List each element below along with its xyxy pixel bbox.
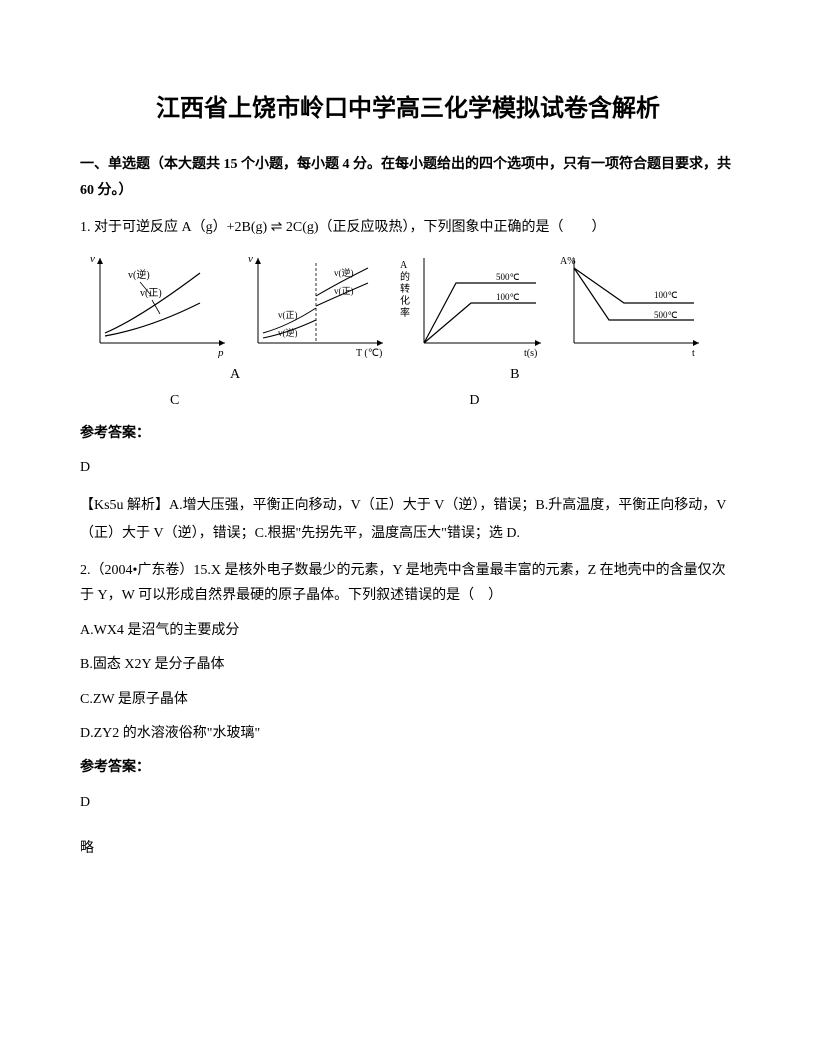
svg-text:v: v [248,253,253,265]
q1-analysis: 【Ks5u 解析】A.增大压强，平衡正向移动，V（正）大于 V（逆），错误；B.… [80,492,736,548]
svg-text:v(逆): v(逆) [334,267,354,278]
opt-d-label: D [469,390,479,412]
graph-d: A% t 100℃ 500℃ [554,248,706,358]
svg-text:500℃: 500℃ [654,310,678,320]
graph-b: v T (℃) v(逆) v(正) v(正) v(逆) [238,248,390,358]
svg-text:v: v [90,253,95,265]
svg-text:A%: A% [560,256,576,267]
svg-text:v(逆): v(逆) [128,268,150,281]
q2-answer-label: 参考答案： [80,757,736,779]
q2-opt-c: C.ZW 是原子晶体 [80,689,736,711]
q1-text: 1. 对于可逆反应 A（g）+2B(g) ⇌ 2C(g)（正反应吸热），下列图象… [80,215,736,240]
svg-text:v(正): v(正) [140,288,162,299]
q2-text: 2.（2004•广东卷）15.X 是核外电子数最少的元素，Y 是地壳中含量最丰富… [80,558,736,608]
opt-b-label: B [510,364,519,386]
q2-opt-d: D.ZY2 的水溶液俗称"水玻璃" [80,723,736,745]
q2-opt-a: A.WX4 是沼气的主要成分 [80,620,736,642]
svg-text:t(s): t(s) [524,348,537,358]
svg-text:化: 化 [400,294,410,307]
q1-options-row1: A B [80,364,736,386]
svg-text:v(正): v(正) [334,286,354,296]
q1-answer-label: 参考答案： [80,423,736,445]
q2-answer: D [80,792,736,814]
q2-opt-b: B.固态 X2Y 是分子晶体 [80,654,736,676]
svg-text:的: 的 [400,270,410,283]
svg-text:转: 转 [400,282,410,295]
svg-text:t: t [692,348,695,358]
svg-text:100℃: 100℃ [654,290,678,300]
svg-text:T (℃): T (℃) [356,348,382,358]
svg-text:率: 率 [400,306,410,319]
q1-options-row2: C D [80,390,736,412]
graph-a: v p v(逆) v(正) [80,248,232,358]
opt-a-label: A [230,364,240,386]
svg-text:p: p [217,347,224,358]
svg-text:100℃: 100℃ [496,292,520,302]
exam-title: 江西省上饶市岭口中学高三化学模拟试卷含解析 [80,90,736,128]
svg-text:A: A [400,260,408,271]
opt-c-label: C [170,390,179,412]
q2-brief: 略 [80,838,736,860]
svg-text:v(逆): v(逆) [278,327,298,338]
section-header: 一、单选题（本大题共 15 个小题，每小题 4 分。在每小题给出的四个选项中，只… [80,152,736,202]
svg-text:v(正): v(正) [278,310,298,320]
graphs-container: v p v(逆) v(正) v T (℃) v(逆) v(正) v(正) [80,248,736,358]
q1-answer: D [80,457,736,479]
graph-c: A 的 转 化 率 t(s) 500℃ 100℃ [396,248,548,358]
svg-text:500℃: 500℃ [496,272,520,282]
